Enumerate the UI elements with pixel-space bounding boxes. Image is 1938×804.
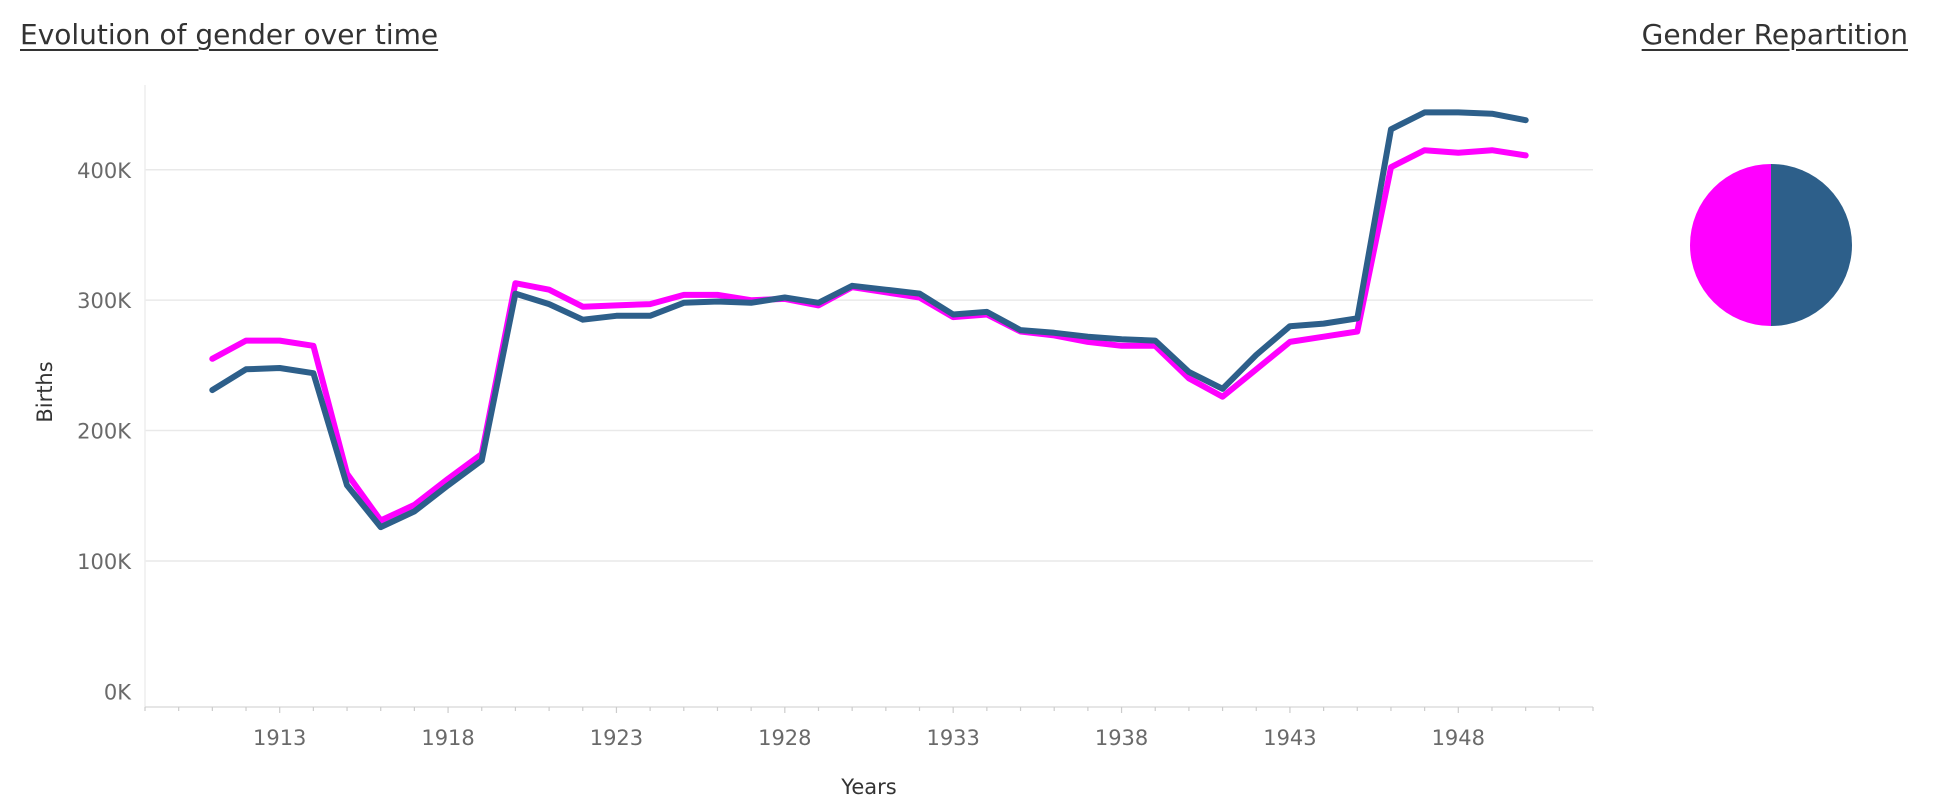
axes xyxy=(145,85,1593,707)
y-tick-label: 400K xyxy=(77,159,132,183)
x-tick-label: 1938 xyxy=(1095,726,1148,750)
y-tick-label: 0K xyxy=(104,680,132,704)
pie-slice-female[interactable] xyxy=(1690,164,1771,326)
x-axis-title: Years xyxy=(840,775,896,799)
y-tick-label: 200K xyxy=(77,420,132,444)
x-tick-label: 1913 xyxy=(253,726,306,750)
x-tick-label: 1943 xyxy=(1263,726,1316,750)
pie-chart-title: Gender Repartition xyxy=(1642,18,1908,51)
series-lines[interactable] xyxy=(212,112,1525,527)
y-axis-title: Births xyxy=(33,361,57,422)
x-tick-labels: 1913 1918 1923 1928 1933 1938 1943 1948 xyxy=(145,707,1593,750)
pie-slice-male[interactable] xyxy=(1771,164,1852,326)
x-tick-label: 1923 xyxy=(590,726,643,750)
x-tick-label: 1918 xyxy=(421,726,474,750)
x-tick-label: 1928 xyxy=(758,726,811,750)
pie-slices[interactable] xyxy=(1690,164,1852,326)
y-tick-label: 100K xyxy=(77,550,132,574)
x-tick-label: 1948 xyxy=(1432,726,1485,750)
y-tick-label: 300K xyxy=(77,289,132,313)
series-line-female[interactable] xyxy=(212,150,1525,520)
x-tick-label: 1933 xyxy=(926,726,979,750)
y-tick-labels: 0K 100K 200K 300K 400K xyxy=(77,159,132,705)
series-line-male[interactable] xyxy=(212,112,1525,527)
